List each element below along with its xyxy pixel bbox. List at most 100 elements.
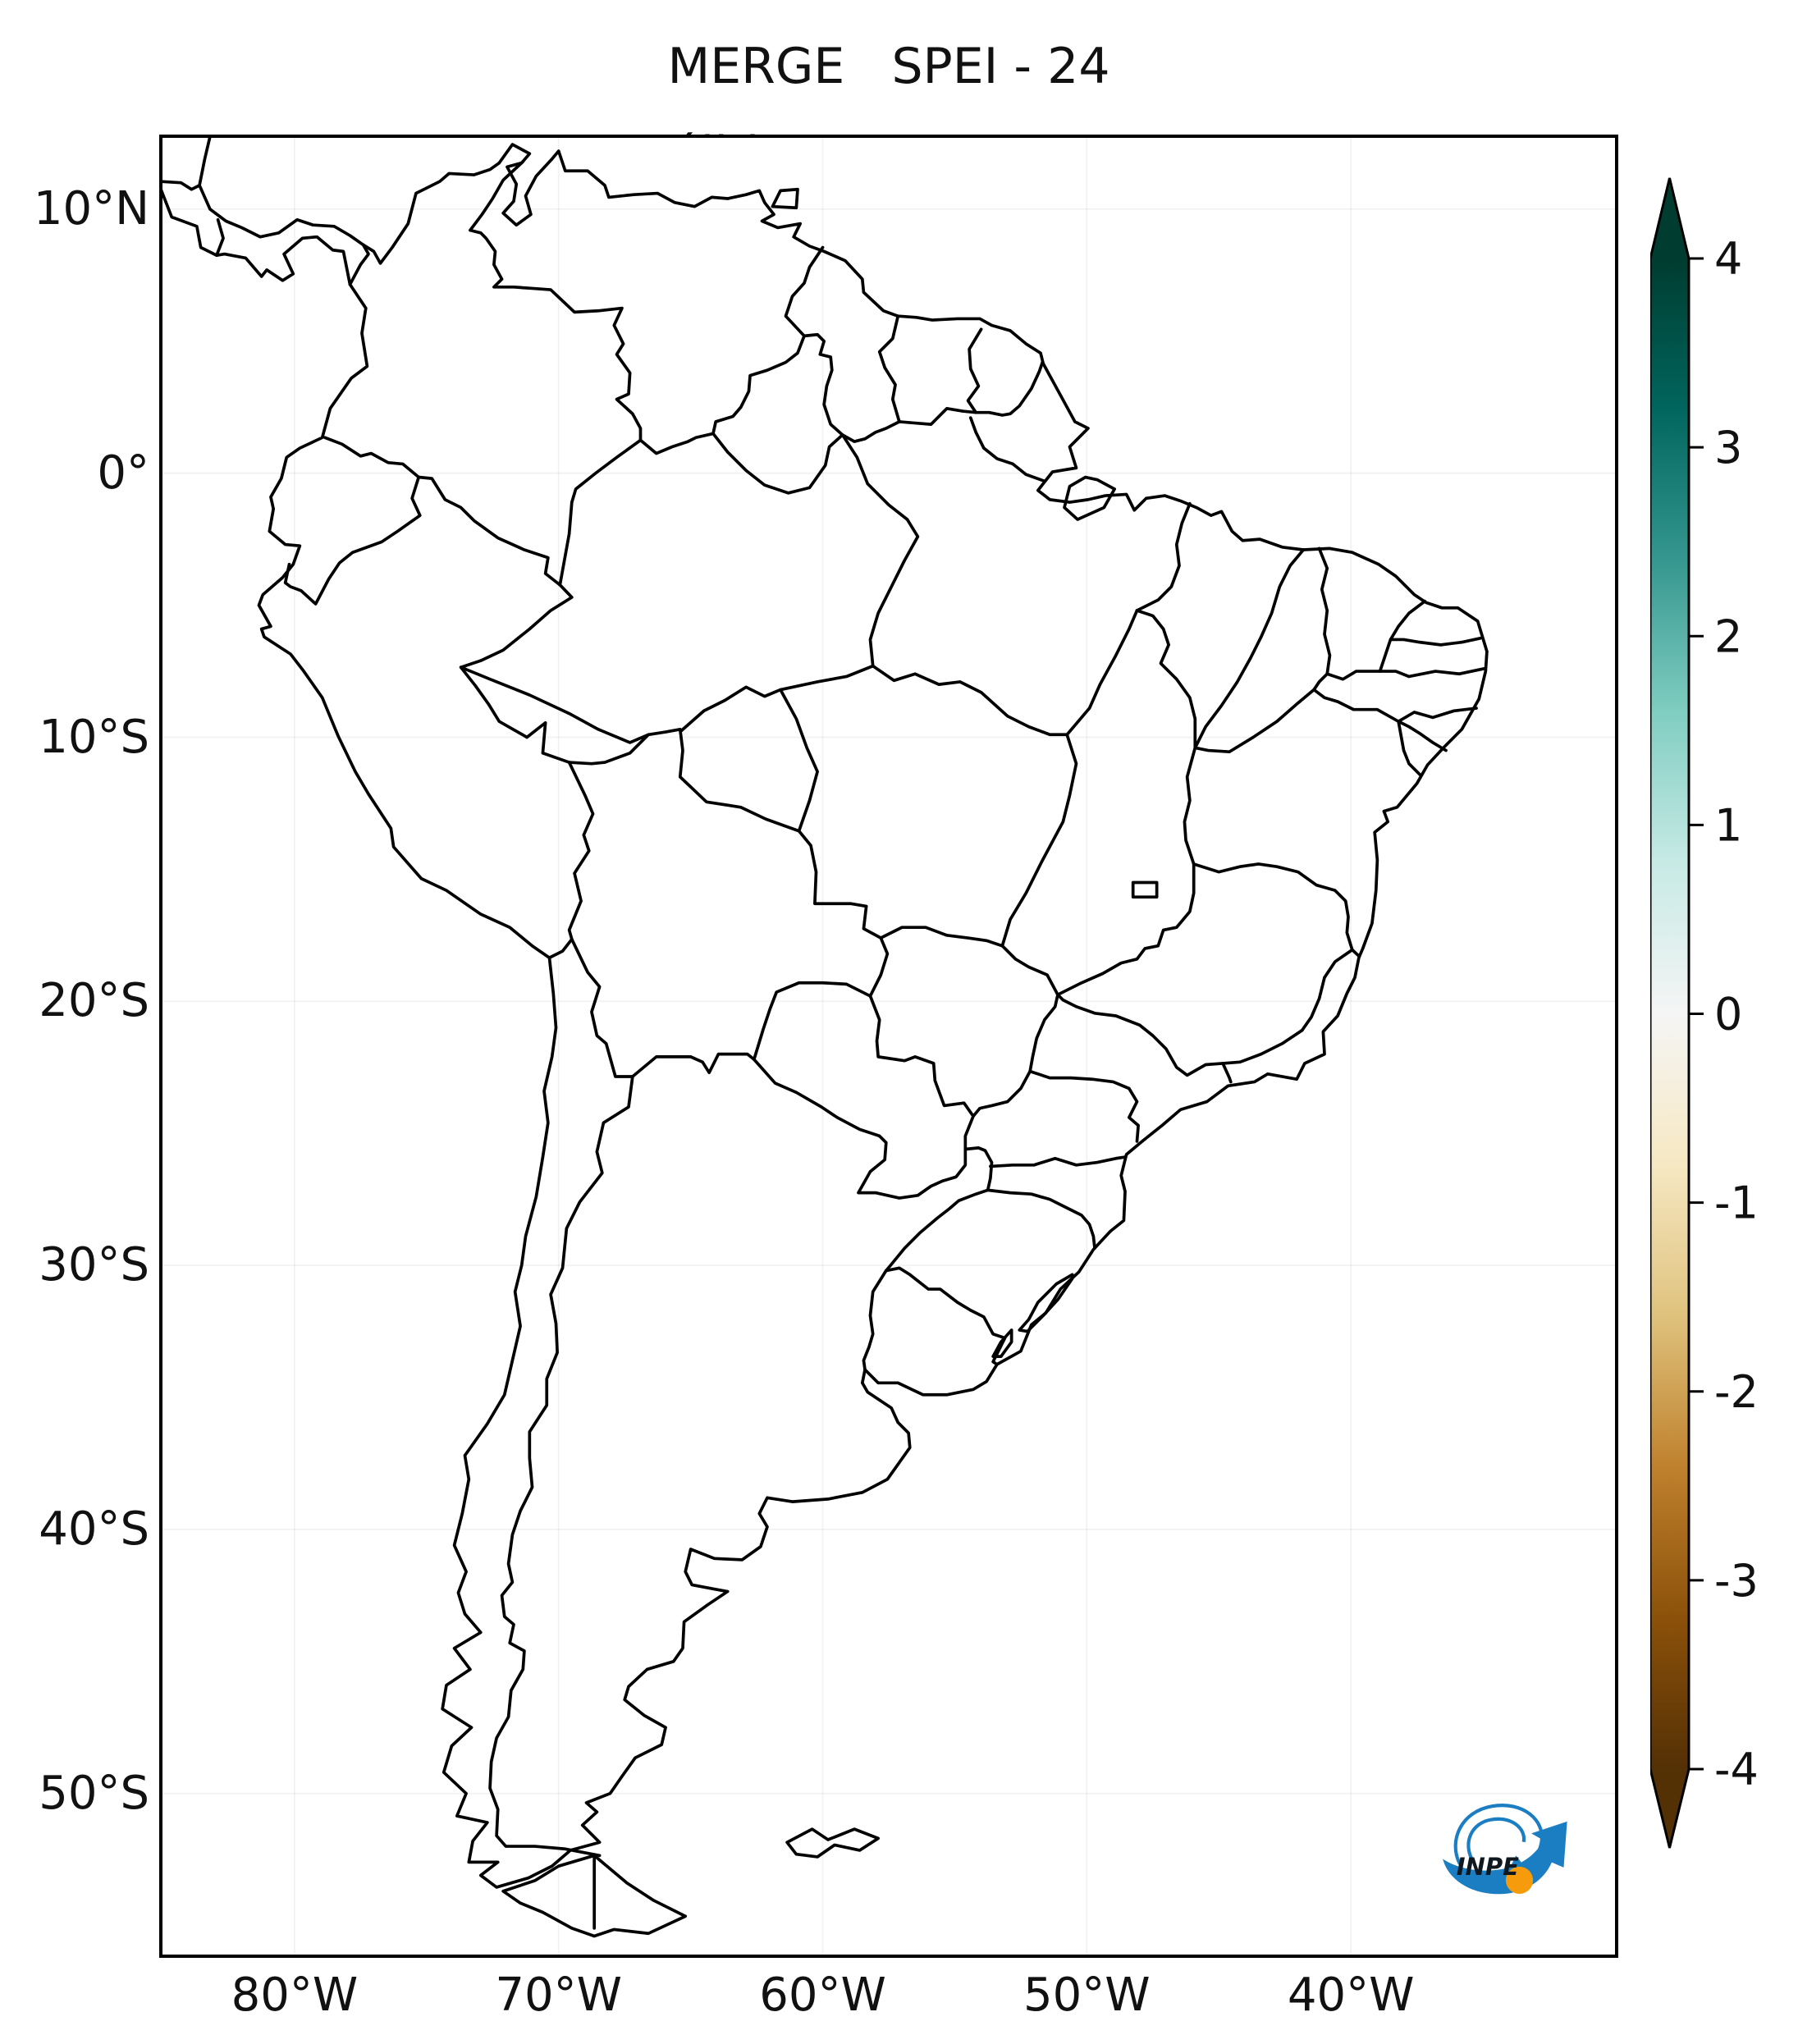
state-bahia-west: [1183, 746, 1197, 866]
inpe-big-arrow-icon: [1443, 1821, 1567, 1895]
state-pernambuco-west: [1312, 672, 1400, 724]
state-alagoas-sergipe: [1397, 720, 1448, 752]
border-uruguay-brazil: [884, 1266, 1007, 1366]
border-colombia-ecuador: [323, 436, 421, 479]
state-piaui-ceara: [1317, 546, 1332, 676]
state-pernambuco-alagoas: [1397, 706, 1478, 724]
y-tick-label: 10°N: [33, 181, 149, 235]
island-trinidad: [771, 187, 799, 210]
state-amazonas-para: [840, 433, 920, 668]
state-para-maranhao: [1135, 501, 1192, 612]
border-chile-peru: [547, 937, 574, 960]
inpe-orange-circle-icon: [1505, 1866, 1534, 1895]
colorbar-ticks: 4 3 2 1 0 -1 -2 -3 -4: [1689, 233, 1759, 1795]
state-bahia-minas: [1192, 862, 1361, 958]
state-minas-rio: [1221, 1028, 1304, 1065]
state-rn-paraiba: [1389, 636, 1482, 647]
lagoa-mirim: [991, 1328, 1013, 1358]
border-argentina-brazil: [884, 1146, 994, 1273]
border-colombia-brazil: [558, 438, 643, 587]
x-tick-label: 50°W: [1023, 1969, 1151, 2022]
state-minas-saopaulo: [1056, 993, 1224, 1077]
state-rondonia: [679, 685, 819, 833]
y-tick-label: 10°S: [39, 710, 149, 764]
y-tick-label: 20°S: [39, 974, 149, 1028]
inpe-swirl-icon: [1453, 1804, 1544, 1867]
inpe-swirl-inner-icon: [1466, 1817, 1526, 1860]
state-para-matogrosso: [871, 664, 1069, 737]
border-guyana-suriname: [877, 314, 901, 423]
colorbar-tick-label: -2: [1714, 1366, 1759, 1418]
gridlines: [162, 138, 1615, 1955]
border-chile-bolivia: [570, 937, 634, 1078]
state-amazonas-matogrosso: [779, 664, 875, 692]
border-bolivia-argentina: [630, 1052, 756, 1078]
x-tick-label: 60°W: [759, 1969, 886, 2022]
y-tick-label: 30°S: [39, 1238, 149, 1292]
border-bolivia-paraguay: [753, 981, 872, 1061]
border-costarica-panama: [215, 217, 225, 258]
border-paraguay-argentina: [753, 1058, 968, 1200]
border-chile-argentina: [488, 1075, 634, 1858]
island-marajo: [1063, 475, 1117, 521]
border-bolivia-brazil: [567, 727, 890, 998]
inpe-logo-text: INPE: [1457, 1853, 1519, 1881]
colorbar: 4 3 2 1 0 -1 -2 -3 -4: [1649, 176, 1798, 1883]
colorbar-tick-label: -4: [1714, 1744, 1759, 1795]
border-nicaragua-costarica: [162, 180, 201, 191]
island-falklands: [785, 1827, 880, 1859]
border-panama-colombia: [348, 243, 370, 286]
colorbar-tick-label: 3: [1714, 422, 1742, 473]
state-sergipe-bahia: [1397, 720, 1423, 778]
state-para-amapa: [968, 416, 1046, 483]
y-tick-label: 50°S: [39, 1766, 149, 1820]
state-roraima-amazonas: [711, 432, 844, 495]
colorbar-tick-label: 0: [1714, 989, 1742, 1040]
state-santacatarina-rs: [986, 1188, 1096, 1251]
inpe-logo: INPE: [1443, 1804, 1567, 1895]
map-axes: INPE: [159, 135, 1618, 1958]
state-saopaulo-parana: [1028, 1069, 1140, 1143]
state-tocantins-maranhao: [1135, 609, 1197, 750]
state-ms-east: [972, 944, 1059, 1118]
state-maranhao-piaui: [1193, 548, 1306, 750]
colorbar-gradient-bar: [1649, 177, 1690, 1849]
state-minas-espiritosanto: [1300, 948, 1354, 1032]
island-tierra-del-fuego: [501, 1854, 688, 1938]
border-peru-brazil: [459, 583, 574, 764]
state-goias-minas: [1056, 862, 1196, 997]
border-venezuela-brazil: [638, 334, 806, 455]
border-venezuela-guyana: [784, 245, 825, 338]
state-paraiba-pernambuco: [1378, 666, 1486, 679]
title-line1: MERGE SPEI - 24: [667, 38, 1110, 95]
border-suriname-frguiana: [966, 327, 983, 414]
south-america-map: [162, 138, 1615, 1955]
border-peru-bolivia: [567, 761, 595, 941]
lagoa-dos-patos: [1018, 1273, 1074, 1333]
x-tick-label: 40°W: [1287, 1969, 1415, 2022]
border-guyana-brazil: [803, 332, 901, 443]
state-distrito-federal: [1131, 880, 1159, 899]
state-parana-santacatarina: [989, 1155, 1127, 1168]
y-tick-label: 40°S: [39, 1502, 149, 1556]
colorbar-tick-label: 4: [1714, 233, 1742, 285]
state-rio-saopaulo: [1221, 1062, 1233, 1084]
y-tick-label: 0°: [97, 446, 149, 500]
border-ecuador-peru: [283, 475, 422, 606]
colorbar-tick-label: 2: [1714, 610, 1742, 662]
colorbar-tick-label: -3: [1714, 1555, 1759, 1607]
state-ms-matogrosso: [879, 926, 1004, 948]
state-ceara-east: [1325, 599, 1427, 681]
state-matogrosso-goias: [1000, 733, 1078, 948]
state-acre-amazonas: [459, 665, 650, 744]
x-tick-label: 70°W: [495, 1969, 623, 2022]
map-borders-group: [162, 138, 1489, 1938]
state-piaui-bahia: [1193, 688, 1315, 754]
colorbar-tick-label: -1: [1714, 1177, 1759, 1229]
border-colombia-venezuela: [469, 160, 643, 442]
colorbar-tick-label: 1: [1714, 799, 1742, 851]
border-paraguay-brazil: [868, 995, 975, 1151]
border-frguiana-brazil: [974, 360, 1045, 417]
border-colombia-peru: [417, 475, 562, 587]
